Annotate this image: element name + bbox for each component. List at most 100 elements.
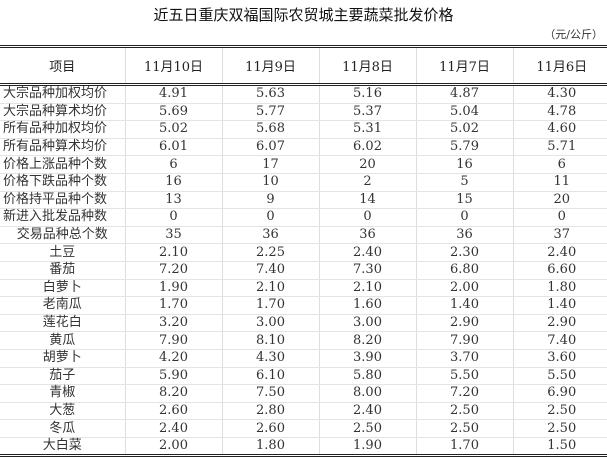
header-item: 项目 [0, 46, 125, 86]
cell-value: 1.70 [221, 296, 319, 315]
row-label: 交易品种总个数 [0, 226, 125, 245]
cell-value: 2.40 [124, 419, 222, 438]
cell-value: 13 [124, 191, 222, 210]
cell-value: 5.37 [318, 103, 416, 122]
cell-value: 4.91 [124, 84, 222, 104]
header-date: 11月6日 [512, 46, 607, 86]
cell-value: 1.40 [512, 296, 607, 315]
table-row: 土豆 2.10 2.25 2.40 2.30 2.40 [0, 243, 607, 262]
cell-value: 2.40 [318, 402, 416, 421]
cell-value: 2.00 [124, 437, 222, 457]
cell-value: 4.30 [221, 349, 319, 368]
cell-value: 2.10 [124, 243, 222, 262]
row-label: 土豆 [0, 243, 125, 262]
cell-value: 0 [318, 208, 416, 227]
table-row: 大宗品种加权均价 4.91 5.63 5.16 4.87 4.30 [0, 84, 607, 104]
row-label: 新进入批发品种数 [0, 208, 125, 227]
cell-value: 8.20 [318, 331, 416, 350]
unit-label: （元/公斤） [544, 28, 603, 41]
cell-value: 6.90 [512, 384, 607, 403]
cell-value: 6 [124, 155, 222, 174]
cell-value: 4.20 [124, 349, 222, 368]
cell-value: 5.50 [512, 367, 607, 386]
cell-value: 2.60 [124, 402, 222, 421]
cell-value: 3.20 [124, 314, 222, 333]
row-label: 茄子 [0, 367, 125, 386]
cell-value: 8.00 [318, 384, 416, 403]
cell-value: 4.60 [512, 120, 607, 139]
cell-value: 7.20 [415, 384, 513, 403]
cell-value: 0 [124, 208, 222, 227]
table-row: 大白菜 2.00 1.80 1.90 1.70 1.50 [0, 437, 607, 457]
cell-value: 0 [221, 208, 319, 227]
row-label: 所有品种算术均价 [0, 138, 125, 157]
cell-value: 7.30 [318, 261, 416, 280]
cell-value: 5.71 [512, 138, 607, 157]
cell-value: 5.04 [415, 103, 513, 122]
row-label: 冬瓜 [0, 419, 125, 438]
cell-value: 15 [415, 191, 513, 210]
cell-value: 36 [415, 226, 513, 245]
cell-value: 2.90 [512, 314, 607, 333]
table-row: 大葱 2.60 2.80 2.40 2.50 2.50 [0, 402, 607, 421]
row-label: 大葱 [0, 402, 125, 421]
table-row: 番茄 7.20 7.40 7.30 6.80 6.60 [0, 261, 607, 280]
cell-value: 5.31 [318, 120, 416, 139]
table-row: 价格持平品种个数 13 9 14 15 20 [0, 191, 607, 210]
header-row: 项目 11月10日 11月9日 11月8日 11月7日 11月6日 [0, 46, 607, 86]
cell-value: 4.30 [512, 84, 607, 104]
cell-value: 1.80 [221, 437, 319, 457]
cell-value: 16 [124, 173, 222, 192]
cell-value: 37 [512, 226, 607, 245]
cell-value: 2.50 [512, 419, 607, 438]
cell-value: 10 [221, 173, 319, 192]
cell-value: 4.87 [415, 84, 513, 104]
cell-value: 5.16 [318, 84, 416, 104]
cell-value: 7.90 [124, 331, 222, 350]
cell-value: 3.60 [512, 349, 607, 368]
cell-value: 7.40 [512, 331, 607, 350]
cell-value: 2.90 [415, 314, 513, 333]
row-label: 黄瓜 [0, 331, 125, 350]
cell-value: 8.10 [221, 331, 319, 350]
cell-value: 5.50 [415, 367, 513, 386]
cell-value: 2.50 [415, 402, 513, 421]
table-row: 新进入批发品种数 0 0 0 0 0 [0, 208, 607, 227]
cell-value: 1.70 [415, 437, 513, 457]
table-row: 茄子 5.90 6.10 5.80 5.50 5.50 [0, 367, 607, 386]
cell-value: 6.60 [512, 261, 607, 280]
row-label: 白萝卜 [0, 279, 125, 298]
cell-value: 3.70 [415, 349, 513, 368]
cell-value: 0 [415, 208, 513, 227]
cell-value: 2 [318, 173, 416, 192]
cell-value: 5.02 [415, 120, 513, 139]
cell-value: 5.69 [124, 103, 222, 122]
cell-value: 7.90 [415, 331, 513, 350]
table-row: 所有品种算术均价 6.01 6.07 6.02 5.79 5.71 [0, 138, 607, 157]
cell-value: 14 [318, 191, 416, 210]
cell-value: 2.50 [318, 419, 416, 438]
row-label: 老南瓜 [0, 296, 125, 315]
table-row: 所有品种加权均价 5.02 5.68 5.31 5.02 4.60 [0, 120, 607, 139]
row-label: 番茄 [0, 261, 125, 280]
price-table: 项目 11月10日 11月9日 11月8日 11月7日 11月6日 大宗品种加权… [0, 45, 607, 457]
cell-value: 2.30 [415, 243, 513, 262]
row-label: 大宗品种算术均价 [0, 103, 125, 122]
cell-value: 2.25 [221, 243, 319, 262]
cell-value: 5.02 [124, 120, 222, 139]
cell-value: 0 [512, 208, 607, 227]
row-label: 所有品种加权均价 [0, 120, 125, 139]
cell-value: 2.10 [318, 279, 416, 298]
table-row: 胡萝卜 4.20 4.30 3.90 3.70 3.60 [0, 349, 607, 368]
cell-value: 1.40 [415, 296, 513, 315]
cell-value: 6.07 [221, 138, 319, 157]
cell-value: 1.50 [512, 437, 607, 457]
cell-value: 2.00 [415, 279, 513, 298]
header-date: 11月7日 [415, 46, 513, 86]
cell-value: 35 [124, 226, 222, 245]
cell-value: 2.60 [221, 419, 319, 438]
cell-value: 20 [318, 155, 416, 174]
cell-value: 5.63 [221, 84, 319, 104]
cell-value: 2.80 [221, 402, 319, 421]
cell-value: 2.10 [221, 279, 319, 298]
